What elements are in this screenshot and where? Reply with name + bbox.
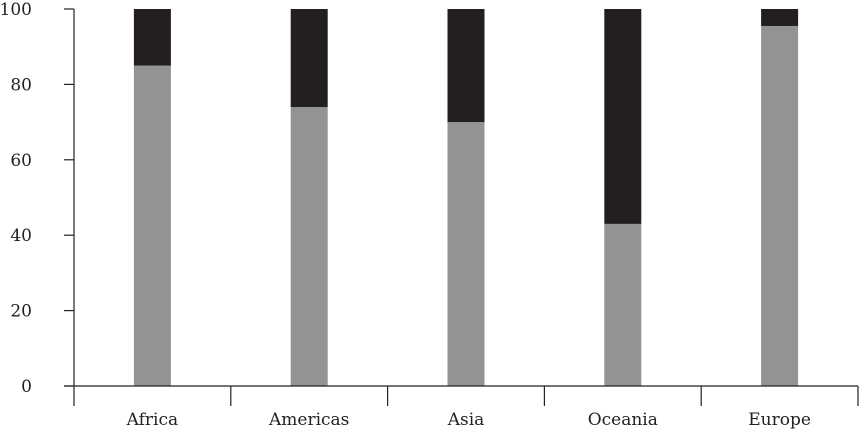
x-tick-label-africa: Africa <box>126 410 179 430</box>
x-tick-label-asia: Asia <box>447 410 485 430</box>
bar-americas-segment-2 <box>290 9 328 108</box>
y-tick-label-0: 0 <box>21 377 32 397</box>
y-tick-label-40: 40 <box>10 226 32 246</box>
x-tick-label-europe: Europe <box>748 410 811 430</box>
bar-europe-segment-2 <box>761 9 799 26</box>
bar-oceania-segment-2 <box>604 9 642 224</box>
bar-africa-segment-2 <box>133 9 171 66</box>
bar-asia-segment-2 <box>447 9 485 123</box>
y-tick-label-100: 100 <box>0 0 32 20</box>
y-tick-label-80: 80 <box>10 75 32 95</box>
tick-labels: 0 20 40 60 80 100 Africa Americas Asia Oceania Eur… <box>0 0 811 430</box>
bar-africa-segment-1 <box>133 65 171 387</box>
axes <box>64 8 859 406</box>
y-tick-label-20: 20 <box>10 302 32 322</box>
bar-asia-segment-1 <box>447 122 485 386</box>
bars-layer <box>133 9 799 387</box>
y-tick-label-60: 60 <box>10 151 32 171</box>
x-tick-label-americas: Americas <box>268 410 349 430</box>
bar-europe-segment-1 <box>761 25 799 386</box>
bar-oceania-segment-1 <box>604 223 642 386</box>
x-tick-label-oceania: Oceania <box>588 410 658 430</box>
bar-americas-segment-1 <box>290 107 328 387</box>
